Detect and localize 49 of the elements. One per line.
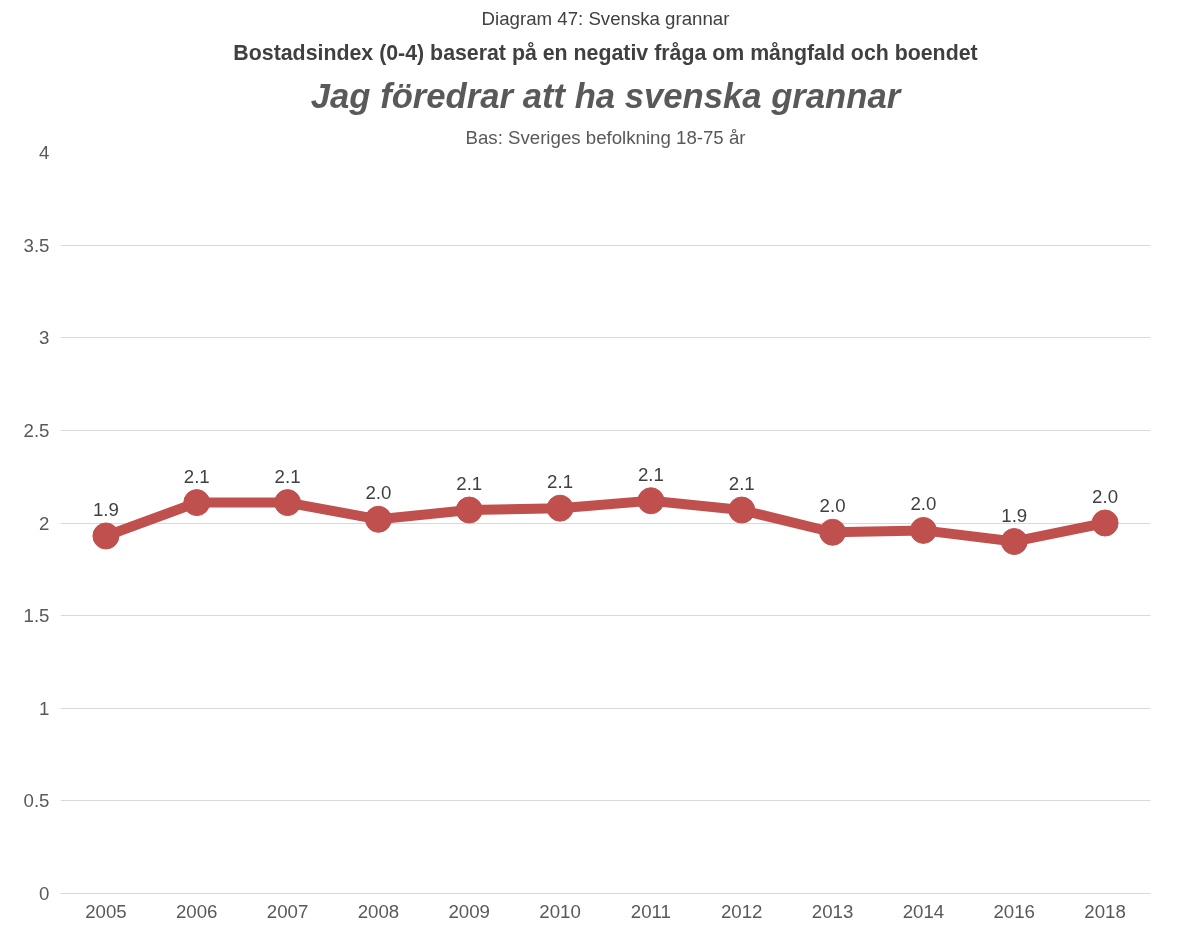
y-tick-label: 3.5: [23, 234, 50, 256]
text: Bas: Sveriges befolkning 18-75 år: [465, 126, 746, 148]
y-tick-label: 2: [39, 512, 50, 534]
x-tick-label: 2006: [176, 900, 218, 922]
data-label: 2.0: [1092, 486, 1119, 507]
data-label: 1.9: [1001, 504, 1028, 526]
x-tick-label: 2014: [902, 900, 945, 922]
y-tick-label: 1: [39, 697, 50, 719]
x-tick-label: 2016: [993, 900, 1036, 922]
point: [909, 516, 937, 544]
x-tick-label: 2009: [448, 900, 491, 922]
point: [1091, 509, 1119, 537]
point: [637, 487, 665, 515]
x-tick-label: 2013: [811, 900, 854, 922]
data-label: 2.1: [456, 473, 483, 495]
data-label: 2.1: [547, 471, 574, 493]
x-tick-label: 2005: [85, 900, 127, 922]
point: [819, 518, 847, 546]
y-tick-label: 4: [39, 142, 50, 163]
point: [1000, 528, 1028, 555]
x-tick-label: 2018: [1084, 900, 1126, 922]
data-label: 2.1: [183, 465, 210, 487]
point: [455, 496, 483, 524]
point: [92, 522, 120, 550]
y-tick-label: 0: [39, 883, 50, 904]
data-label: 2.1: [637, 463, 664, 485]
y-tick-label: 0.5: [23, 790, 50, 812]
x-tick-label: 2007: [266, 900, 309, 922]
data-label: 2.0: [910, 493, 937, 515]
data-label: 2.1: [274, 465, 301, 487]
data-label: 1.9: [92, 498, 119, 520]
point: [364, 505, 392, 533]
point: [728, 496, 756, 524]
point: [183, 489, 211, 517]
x-tick-label: 2011: [630, 900, 671, 922]
x-tick-label: 2008: [357, 900, 400, 922]
chart-subtitle: Bostadsindex (0-4) baserat på en negativ fråga om mångfald och boendet: [233, 40, 978, 65]
point: [274, 489, 302, 517]
text: Jag föredrar att ha svenska grannar: [310, 76, 903, 115]
data-label: 2.0: [365, 482, 392, 504]
y-tick-label: 3: [39, 327, 50, 349]
data-label: 2.0: [819, 495, 846, 517]
y-tick-label: 1.5: [23, 605, 50, 627]
x-tick-label: 2010: [539, 900, 581, 922]
chart-title: Diagram 47: Svenska grannar: [481, 7, 730, 29]
data-label: 2.1: [728, 473, 755, 495]
y-tick-label: 2.5: [23, 419, 50, 441]
x-tick-label: 2012: [721, 900, 763, 922]
point: [546, 494, 574, 522]
